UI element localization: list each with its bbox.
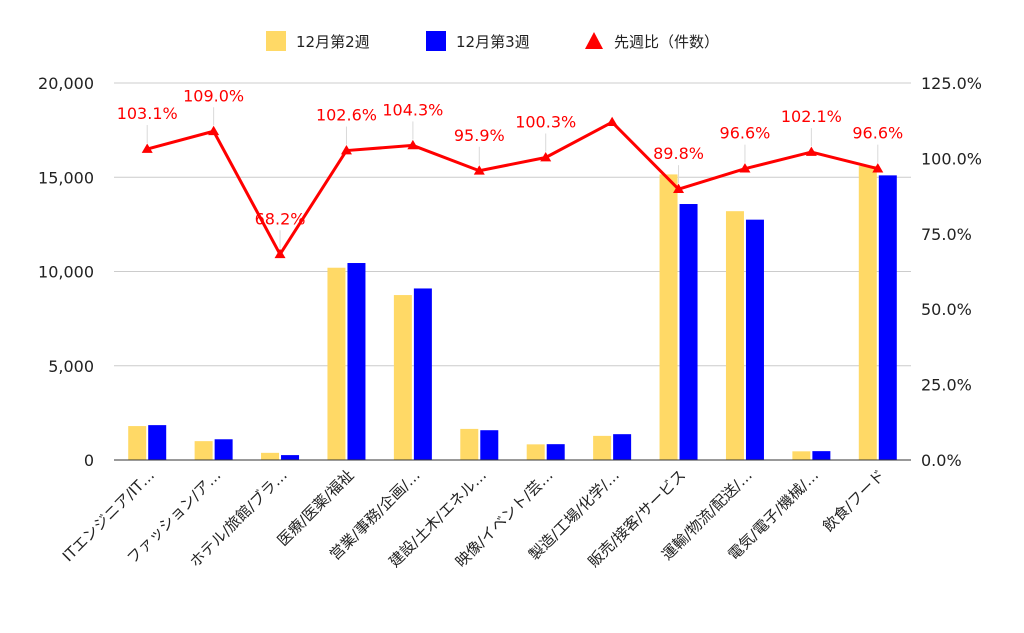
bar-week2	[128, 426, 147, 460]
gridlines	[114, 82, 911, 367]
ratio-line	[141, 116, 884, 259]
ratio-point	[141, 143, 153, 153]
y-left-tick-label: 20,000	[38, 74, 94, 93]
bars	[128, 165, 897, 461]
bar-week3	[148, 425, 167, 460]
bar-week3	[347, 263, 366, 460]
ratio-point	[473, 165, 485, 175]
y-right-tick-label: 25.0%	[921, 376, 972, 395]
bar-week2	[858, 165, 877, 460]
y-left-tick-label: 10,000	[38, 263, 94, 282]
legend-ratio-swatch	[585, 32, 603, 49]
ratio-point	[673, 183, 685, 194]
bar-week3	[480, 430, 499, 460]
bar-week3	[812, 451, 831, 460]
y-left-tick-label: 5,000	[48, 357, 94, 376]
bar-week2	[526, 444, 545, 460]
bar-week2	[460, 428, 479, 460]
legend-ratio-label: 先週比（件数）	[614, 33, 719, 51]
bar-week3	[413, 288, 432, 460]
bar-week3	[281, 455, 300, 460]
bar-week2	[792, 451, 811, 460]
y-left-tick-label: 15,000	[38, 168, 94, 187]
x-category-label: 飲食/フード	[819, 466, 888, 535]
bar-week2	[194, 441, 213, 460]
ratio-point	[340, 145, 352, 155]
y-right-tick-label: 100.0%	[921, 149, 982, 168]
y-left-tick-label: 0	[84, 451, 94, 470]
ratio-data-label: 103.1%	[117, 104, 178, 123]
ratio-point	[208, 125, 220, 136]
ratio-data-label: 89.8%	[653, 144, 704, 163]
ratio-data-label: 104.3%	[382, 100, 443, 119]
ratio-point	[606, 116, 618, 127]
bar-week3	[679, 204, 698, 460]
bar-week3	[878, 175, 897, 461]
ratio-line-path	[146, 120, 879, 256]
ratio-data-label: 100.3%	[515, 112, 576, 131]
legend-week3-label: 12月第3週	[456, 33, 530, 51]
bar-week3	[745, 219, 764, 460]
ratio-point	[805, 146, 817, 156]
ratio-point	[274, 248, 286, 259]
ratio-point	[540, 151, 552, 162]
bar-week2	[725, 211, 744, 460]
ratio-data-label: 96.6%	[852, 124, 903, 143]
ratio-data-label: 95.9%	[454, 126, 505, 145]
ratio-data-label: 96.6%	[720, 124, 771, 143]
y-right-tick-label: 50.0%	[921, 300, 972, 319]
bar-week2	[261, 452, 280, 460]
legend-week2-label: 12月第2週	[296, 33, 370, 51]
axes: 0 5,000 10,000 15,000 20,000 0.0% 25.0% 50.0% 75…	[38, 74, 982, 571]
ratio-data-label: 102.6%	[316, 106, 377, 125]
y-right-tick-label: 75.0%	[921, 225, 972, 244]
legend: 12月第2週 12月第3週 先週比（件数）	[266, 31, 719, 51]
y-right-tick-label: 0.0%	[921, 451, 962, 470]
bar-week3	[613, 434, 632, 460]
ratio-point	[739, 163, 751, 173]
ratio-data-label: 102.1%	[781, 107, 842, 126]
ratio-point	[407, 139, 419, 150]
bar-week3	[546, 444, 565, 460]
ratio-data-label: 68.2%	[255, 209, 306, 228]
ratio-point	[872, 163, 884, 173]
legend-week3-swatch	[426, 31, 446, 51]
bar-week2	[393, 295, 412, 460]
y-right-tick-label: 125.0%	[921, 74, 982, 93]
legend-week2-swatch	[266, 31, 286, 51]
bar-week2	[593, 435, 612, 460]
bar-week3	[214, 439, 233, 460]
bar-week2	[327, 267, 346, 460]
data-labels: 103.1% 109.0% 68.2% 102.6% 104.3% 95.9% 100.3%…	[117, 86, 903, 249]
bar-week2	[659, 174, 678, 461]
ratio-data-label: 109.0%	[183, 86, 244, 105]
